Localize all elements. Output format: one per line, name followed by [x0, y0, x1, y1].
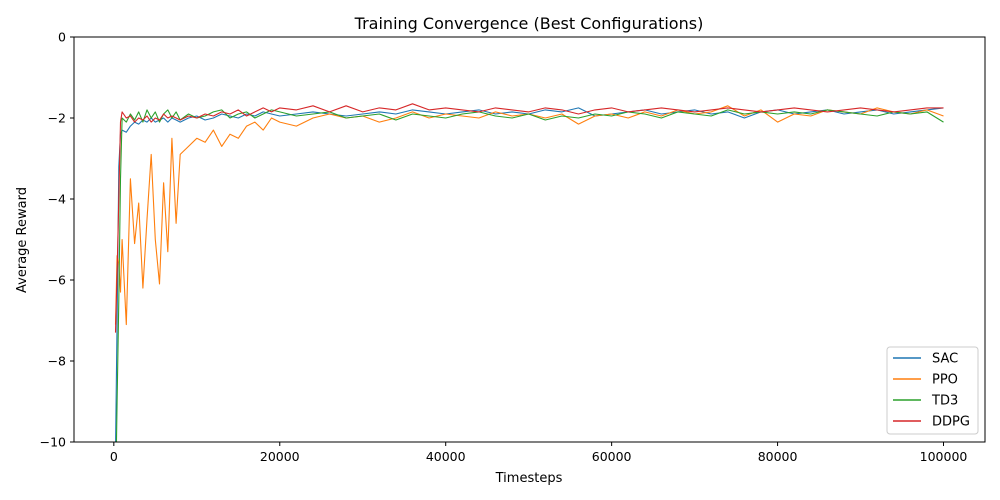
series-line-ppo [114, 105, 944, 326]
y-axis-label: Average Reward [15, 187, 30, 293]
series-line-td3 [115, 109, 944, 442]
chart-title: Training Convergence (Best Configuration… [354, 14, 704, 33]
legend-label-td3: TD3 [931, 394, 958, 409]
legend-label-ddpg: DDPG [932, 415, 970, 430]
series-layer [114, 103, 944, 442]
y-tick-label: −4 [48, 192, 66, 207]
legend-box [886, 346, 979, 435]
y-tick-label: −2 [48, 111, 66, 126]
x-tick-label: 80000 [758, 449, 798, 464]
plot-frame [73, 36, 986, 443]
y-tick-label: −10 [40, 435, 66, 450]
series-line-ddpg [114, 103, 944, 333]
legend-label-ppo: PPO [932, 373, 958, 388]
x-axis: 0 20000 40000 60000 80000 100000 [110, 442, 968, 464]
x-tick-label: 20000 [260, 449, 300, 464]
y-axis: −10 −8 −6 −4 −2 0 [40, 30, 74, 450]
y-tick-label: −8 [48, 354, 66, 369]
x-axis-label: Timesteps [495, 471, 563, 486]
legend: SAC PPO TD3 DDPG [886, 346, 979, 435]
x-tick-label: 40000 [426, 449, 466, 464]
x-tick-label: 100000 [920, 449, 968, 464]
y-tick-label: −6 [48, 273, 66, 288]
series-line-sac [115, 107, 944, 442]
y-tick-label: 0 [58, 30, 66, 45]
x-tick-label: 0 [110, 449, 118, 464]
legend-label-sac: SAC [932, 352, 958, 367]
x-tick-label: 60000 [592, 449, 632, 464]
